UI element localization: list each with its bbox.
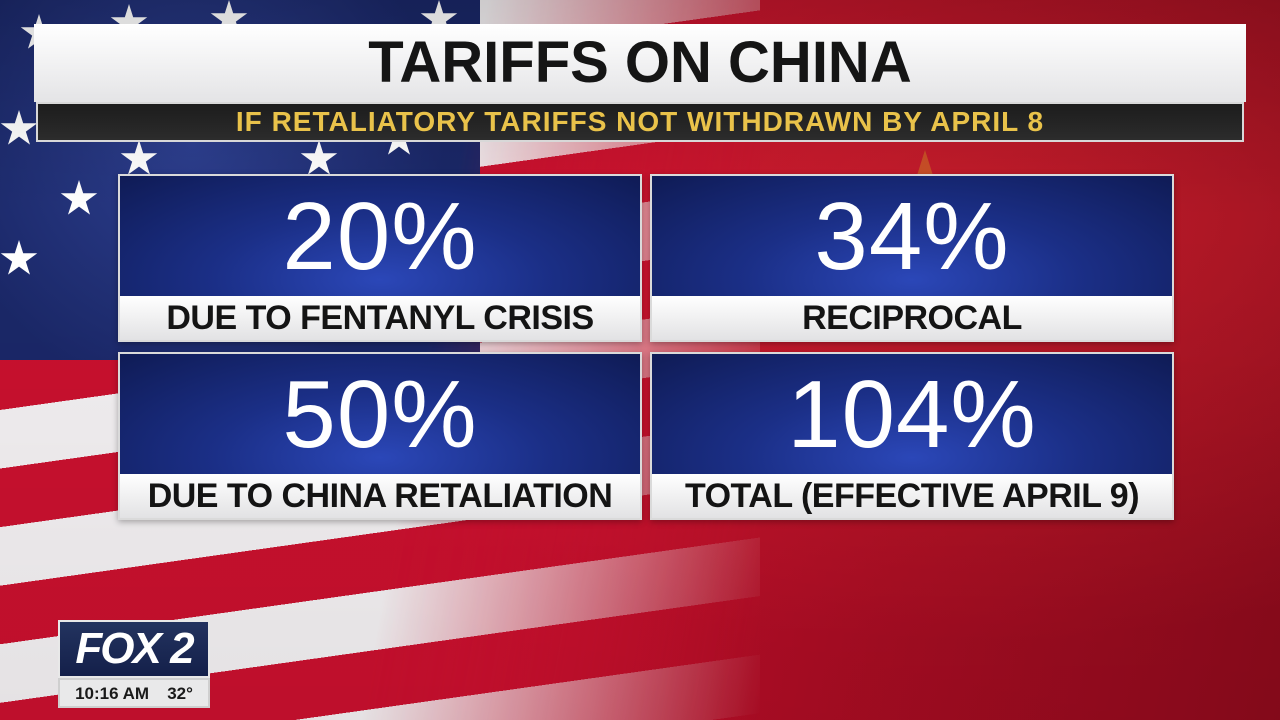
station-logo-text: FOX 2: [75, 624, 194, 673]
tariff-label: TOTAL (EFFECTIVE APRIL 9): [684, 477, 1140, 515]
fox2-logo: FOX 2: [58, 620, 210, 678]
tariff-label: DUE TO CHINA RETALIATION: [147, 477, 613, 515]
tariff-label: DUE TO FENTANYL CRISIS: [166, 299, 594, 337]
current-temperature: 32°: [167, 683, 193, 703]
panel-label-area: RECIPROCAL: [652, 296, 1172, 340]
panel-value-area: 34%: [652, 176, 1172, 298]
panel-label-area: DUE TO CHINA RETALIATION: [120, 474, 640, 518]
tariff-percentage: 34%: [814, 183, 1010, 290]
title-bar: TARIFFS ON CHINA: [34, 24, 1246, 102]
time-temperature-bar: 10:16 AM 32°: [58, 678, 210, 708]
subtitle-bar: IF RETALIATORY TARIFFS NOT WITHDRAWN BY …: [36, 102, 1244, 142]
tariff-percentage: 20%: [282, 183, 478, 290]
panel-label-area: DUE TO FENTANYL CRISIS: [120, 296, 640, 340]
tariff-percentage: 50%: [282, 361, 478, 468]
tariff-panel-china-retaliation: 50% DUE TO CHINA RETALIATION: [118, 352, 642, 520]
current-time: 10:16 AM: [75, 683, 150, 703]
tariff-label: RECIPROCAL: [802, 299, 1022, 337]
graphic-header: TARIFFS ON CHINA IF RETALIATORY TARIFFS …: [34, 24, 1246, 142]
tariff-percentage: 104%: [787, 361, 1037, 468]
panel-value-area: 104%: [652, 354, 1172, 476]
panel-label-area: TOTAL (EFFECTIVE APRIL 9): [652, 474, 1172, 518]
tariff-panel-reciprocal: 34% RECIPROCAL: [650, 174, 1174, 342]
panel-value-area: 50%: [120, 354, 640, 476]
graphic-title: TARIFFS ON CHINA: [368, 30, 912, 95]
graphic-subtitle: IF RETALIATORY TARIFFS NOT WITHDRAWN BY …: [235, 106, 1045, 137]
tariff-panel-fentanyl: 20% DUE TO FENTANYL CRISIS: [118, 174, 642, 342]
tariff-panel-total: 104% TOTAL (EFFECTIVE APRIL 9): [650, 352, 1174, 520]
station-bug: FOX 2 10:16 AM 32°: [58, 620, 210, 708]
panel-value-area: 20%: [120, 176, 640, 298]
